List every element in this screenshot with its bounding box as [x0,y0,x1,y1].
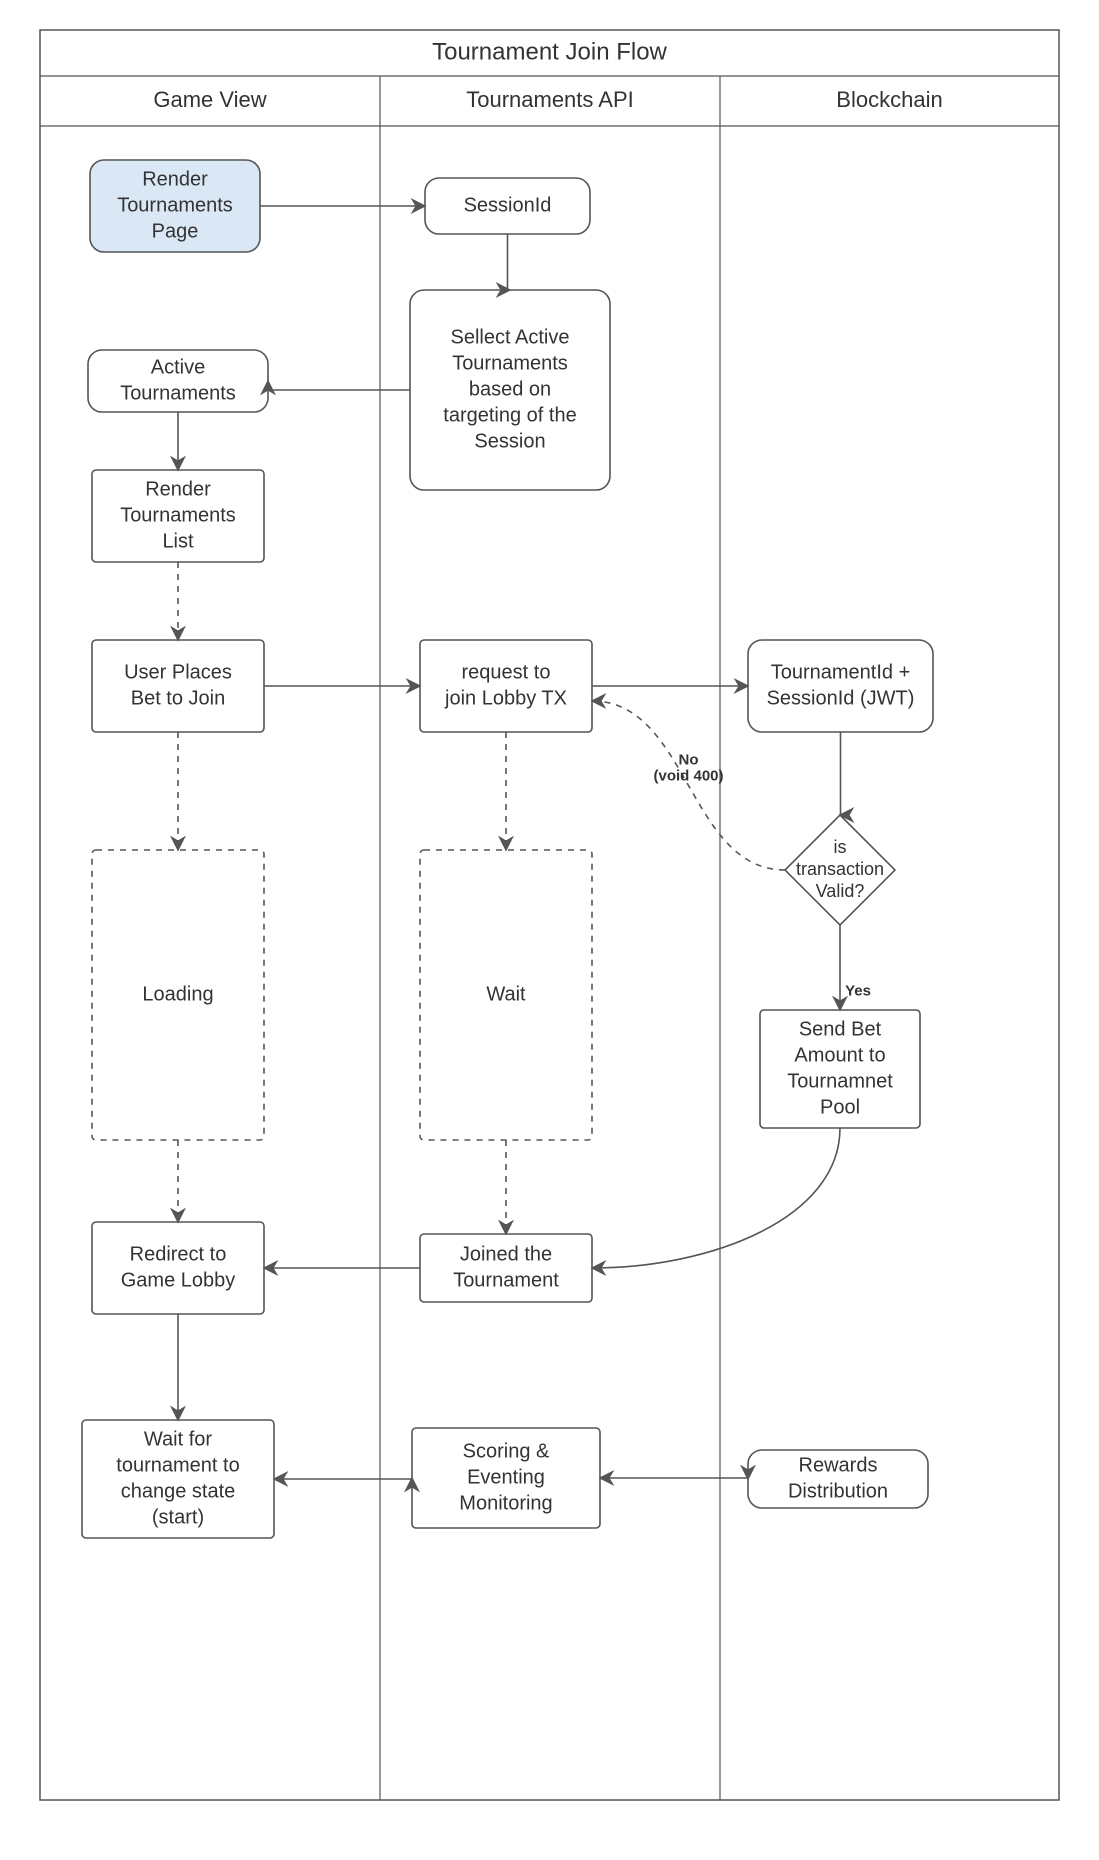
svg-text:based on: based on [469,378,551,400]
diagram-title: Tournament Join Flow [432,38,667,65]
svg-text:Tournaments: Tournaments [117,194,233,216]
node-joined: Joined the Tournament [420,1234,592,1302]
svg-text:Send Bet: Send Bet [799,1018,882,1040]
node-selectActive: Sellect Active Tournaments based on targeti… [410,290,610,490]
swimlane-diagram: Tournament Join Flow Game View Tournaments… [0,0,1099,1860]
node-rewards: Rewards Distribution [748,1450,928,1508]
node-reqJoin: request to join Lobby TX [420,640,592,732]
lane-header: Blockchain [836,87,942,112]
svg-text:targeting of the: targeting of the [443,404,576,426]
svg-text:User Places: User Places [124,661,232,683]
node-wait: Wait [420,850,592,1140]
svg-text:Active: Active [151,356,205,378]
edge [592,1128,840,1268]
svg-text:Render: Render [142,168,208,190]
node-jwt: TournamentId + SessionId (JWT) [748,640,933,732]
node-renderPage: Render Tournaments Page [90,160,260,252]
svg-text:Game Lobby: Game Lobby [121,1269,236,1291]
node-loading: Loading [92,850,264,1140]
svg-text:Tournament: Tournament [453,1269,559,1291]
svg-text:Wait for: Wait for [144,1428,212,1450]
svg-text:Scoring &: Scoring & [463,1440,550,1462]
svg-text:Eventing: Eventing [467,1466,545,1488]
edge [600,1478,748,1479]
svg-text:Session: Session [474,430,545,452]
svg-text:Rewards: Rewards [799,1454,878,1476]
node-renderList: Render Tournaments List [92,470,264,562]
svg-text:Render: Render [145,478,211,500]
svg-text:Loading: Loading [142,983,213,1005]
svg-text:Amount to: Amount to [794,1044,885,1066]
svg-text:Tournaments: Tournaments [452,352,568,374]
svg-text:SessionId: SessionId [464,194,552,216]
node-sessionId: SessionId [425,178,590,234]
node-userPlaces: User Places Bet to Join [92,640,264,732]
node-waitStart: Wait for tournament to change state (start) [82,1420,274,1538]
svg-text:TournamentId +: TournamentId + [771,661,911,683]
svg-text:Distribution: Distribution [788,1480,888,1502]
edge [274,1478,412,1479]
svg-text:Bet to Join: Bet to Join [131,687,226,709]
svg-text:Sellect Active: Sellect Active [451,326,570,348]
node-sendBet: Send Bet Amount to Tournamnet Pool [760,1010,920,1128]
edge-label: No [679,751,699,768]
svg-text:Pool: Pool [820,1096,860,1118]
svg-text:Joined the: Joined the [460,1243,552,1265]
edge [268,381,410,390]
edge [508,234,511,290]
edge-label: (void 400) [653,767,723,784]
svg-text:SessionId (JWT): SessionId (JWT) [767,687,915,709]
edge [840,732,841,815]
svg-text:Page: Page [152,220,199,242]
svg-text:List: List [162,530,194,552]
svg-text:join Lobby TX: join Lobby TX [444,687,567,709]
svg-text:Tournaments: Tournaments [120,382,236,404]
node-scoring: Scoring & Eventing Monitoring [412,1428,600,1528]
svg-text:(start): (start) [152,1506,204,1528]
edge-label: Yes [845,982,871,999]
lane-header: Tournaments API [466,87,634,112]
svg-text:Tournaments: Tournaments [120,504,236,526]
svg-text:tournament to: tournament to [116,1454,239,1476]
lane-header: Game View [153,87,266,112]
svg-text:Monitoring: Monitoring [459,1492,552,1514]
svg-text:Valid?: Valid? [816,881,865,901]
node-activeT: Active Tournaments [88,350,268,412]
node-decision: istransactionValid? [785,815,895,925]
svg-text:change state: change state [121,1480,236,1502]
svg-text:is: is [834,837,847,857]
svg-text:Wait: Wait [486,983,526,1005]
node-redirect: Redirect to Game Lobby [92,1222,264,1314]
svg-text:Redirect to: Redirect to [130,1243,227,1265]
svg-text:transaction: transaction [796,859,884,879]
svg-text:Tournamnet: Tournamnet [787,1070,893,1092]
svg-text:request to: request to [462,661,551,683]
